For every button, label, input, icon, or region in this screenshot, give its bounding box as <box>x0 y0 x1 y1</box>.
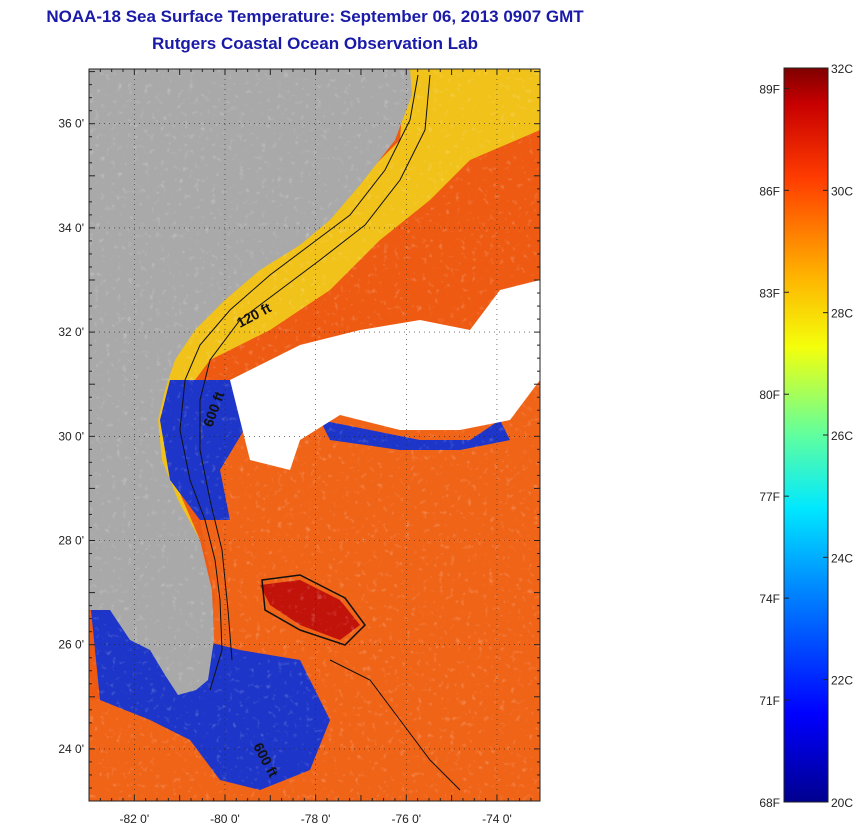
graticule <box>89 69 540 801</box>
colorbar-celsius-label: 26C <box>831 429 853 443</box>
colorbar-celsius-label: 30C <box>831 184 853 198</box>
lon-label: -74 0' <box>482 812 512 826</box>
colorbar-celsius-label: 32C <box>831 62 853 76</box>
map-frame <box>88 68 541 802</box>
lat-label: 28 0' <box>58 534 84 548</box>
colorbar-celsius-label: 28C <box>831 307 853 321</box>
colorbar-fahrenheit-labels: 89F 86F 83F 80F 77F 74F 71F 68F <box>759 82 789 810</box>
contour-bahamas-south <box>329 659 461 791</box>
lon-label: -80 0' <box>210 812 240 826</box>
lat-label: 36 0' <box>58 117 84 131</box>
colorbar-fahrenheit-label: 77F <box>759 490 780 504</box>
map-subtitle: Rutgers Coastal Ocean Observation Lab <box>152 34 478 53</box>
colorbar-fahrenheit-label: 83F <box>759 286 780 300</box>
colorbar <box>783 67 829 803</box>
colorbar-fahrenheit-label: 89F <box>759 82 780 96</box>
map-title: NOAA-18 Sea Surface Temperature: Septemb… <box>46 7 584 26</box>
colorbar-fahrenheit-label: 80F <box>759 388 780 402</box>
sst-speckle-texture <box>89 69 540 801</box>
lat-label: 32 0' <box>58 325 84 339</box>
contour-120ft <box>179 74 419 691</box>
colorbar-fahrenheit-label: 71F <box>759 694 780 708</box>
lon-label: -82 0' <box>119 812 149 826</box>
colorbar-fahrenheit-label: 68F <box>759 796 780 810</box>
longitude-labels: -82 0' -80 0' -78 0' -76 0' -74 0' <box>119 812 511 826</box>
axis-ticks <box>88 69 540 802</box>
sst-map-image: 120 ft 600 ft 600 ft <box>89 69 540 801</box>
lat-label: 26 0' <box>58 638 84 652</box>
lon-label: -78 0' <box>301 812 331 826</box>
colorbar-celsius-labels: 32C 30C 28C 26C 24C 22C 20C <box>823 62 853 810</box>
colorbar-celsius-label: 20C <box>831 796 853 810</box>
colorbar-celsius-label: 22C <box>831 674 853 688</box>
latitude-labels: 36 0' 34 0' 32 0' 30 0' 28 0' 26 0' 24 0' <box>58 117 84 756</box>
lon-label: -76 0' <box>391 812 421 826</box>
colorbar-fahrenheit-label: 74F <box>759 592 780 606</box>
lat-label: 24 0' <box>58 742 84 756</box>
contour-bahamas <box>261 574 366 646</box>
lat-label: 30 0' <box>58 429 84 443</box>
colorbar-celsius-label: 24C <box>831 551 853 565</box>
lat-label: 34 0' <box>58 221 84 235</box>
colorbar-fahrenheit-label: 86F <box>759 184 780 198</box>
